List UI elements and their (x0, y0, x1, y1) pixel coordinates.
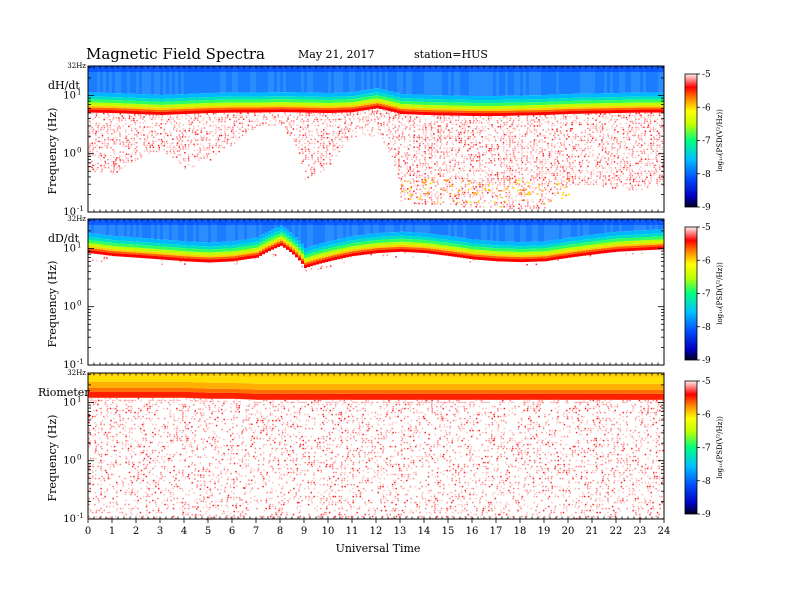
colorbar-tick-label: -6 (702, 256, 711, 266)
panel-name: dH/dt (48, 79, 80, 92)
x-tick-label: 12 (370, 526, 383, 537)
date-label: May 21, 2017 (298, 48, 375, 61)
y-tick-label: 10 (63, 243, 76, 254)
colorbar (684, 226, 698, 361)
y-axis-label: Frequency (Hz) (46, 415, 59, 502)
x-tick-label: 18 (514, 526, 527, 537)
colorbar-tick-label: -5 (702, 377, 711, 387)
colorbar (684, 73, 698, 208)
x-tick-label: 2 (133, 526, 139, 537)
colorbar-tick-label: -7 (702, 290, 711, 300)
x-tick-label: 14 (418, 526, 431, 537)
colorbar (684, 380, 698, 515)
colorbar-tick-label: -9 (702, 510, 711, 520)
x-tick-label: 1 (109, 526, 115, 537)
colorbar-tick-label: -8 (702, 323, 711, 333)
y-tick-exponent: -1 (77, 512, 84, 520)
x-tick-label: 21 (586, 526, 599, 537)
x-tick-label: 22 (610, 526, 623, 537)
y-tick-exponent: 1 (77, 88, 81, 96)
x-tick-label: 23 (634, 526, 647, 537)
y-tick-label: 10 (63, 207, 76, 218)
x-tick-label: 4 (181, 526, 187, 537)
x-tick-label: 10 (322, 526, 335, 537)
panel-name: Riometer (38, 386, 90, 399)
y-tick-exponent: 0 (77, 454, 81, 462)
colorbar-tick-label: -8 (702, 477, 711, 487)
x-tick-label: 7 (253, 526, 259, 537)
x-tick-label: 9 (301, 526, 307, 537)
x-axis-label: Universal Time (336, 542, 421, 555)
y-tick-exponent: 0 (77, 147, 81, 155)
y-tick-exponent: 1 (77, 395, 81, 403)
top-freq-label: 32Hz (67, 215, 86, 223)
colorbar-label: log₁₀(PSD(V²/Hz)) (716, 416, 724, 479)
x-tick-label: 24 (658, 526, 671, 537)
y-tick-exponent: -1 (77, 205, 84, 213)
y-axis-label: Frequency (Hz) (46, 261, 59, 348)
y-tick-label: 10 (63, 149, 76, 160)
colorbar-tick-label: -9 (702, 203, 711, 213)
x-tick-label: 0 (85, 526, 91, 537)
x-tick-label: 5 (205, 526, 211, 537)
colorbar-tick-label: -5 (702, 70, 711, 80)
y-axis-label: Frequency (Hz) (46, 108, 59, 195)
y-tick-label: 10 (63, 456, 76, 467)
colorbar-tick-label: -8 (702, 170, 711, 180)
y-tick-exponent: -1 (77, 358, 84, 366)
panel-name: dD/dt (48, 232, 80, 245)
x-tick-label: 8 (277, 526, 283, 537)
x-tick-label: 15 (442, 526, 455, 537)
y-tick-exponent: 1 (77, 241, 81, 249)
top-freq-label: 32Hz (67, 369, 86, 377)
x-tick-label: 16 (466, 526, 479, 537)
top-freq-label: 32Hz (67, 62, 86, 70)
x-tick-label: 19 (538, 526, 551, 537)
colorbar-tick-label: -6 (702, 410, 711, 420)
x-tick-label: 13 (394, 526, 407, 537)
colorbar-tick-label: -9 (702, 356, 711, 366)
colorbar-tick-label: -5 (702, 223, 711, 233)
y-tick-label: 10 (63, 514, 76, 525)
colorbar-label: log₁₀(PSD(V²/Hz)) (716, 262, 724, 325)
x-tick-label: 17 (490, 526, 503, 537)
y-tick-label: 10 (63, 302, 76, 313)
colorbar-tick-label: -7 (702, 137, 711, 147)
colorbar-label: log₁₀(PSD(V²/Hz)) (716, 109, 724, 172)
y-tick-label: 10 (63, 360, 76, 371)
figure-title: Magnetic Field Spectra (86, 45, 265, 63)
y-tick-label: 10 (63, 90, 76, 101)
x-tick-label: 3 (157, 526, 163, 537)
y-tick-label: 10 (63, 397, 76, 408)
y-tick-exponent: 0 (77, 300, 81, 308)
x-tick-label: 20 (562, 526, 575, 537)
station-label: station=HUS (414, 48, 488, 61)
x-tick-label: 11 (346, 526, 359, 537)
colorbar-tick-label: -6 (702, 103, 711, 113)
x-tick-label: 6 (229, 526, 235, 537)
colorbar-tick-label: -7 (702, 444, 711, 454)
x-axis: 0 1 2 3 4 5 6 7 8 9 10 11 12 13 14 15 16 17 18 19 20 21 22 23 24 (85, 519, 671, 537)
